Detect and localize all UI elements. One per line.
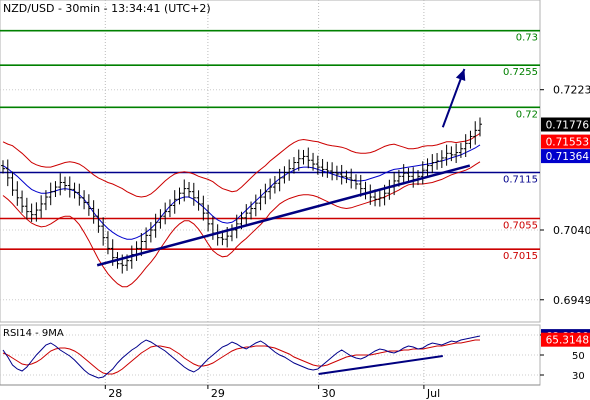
trend-line: [96, 164, 471, 267]
price-panel-frame: [0, 0, 541, 323]
pivot-level-label: 0.7115: [503, 175, 538, 186]
resistance-level-label: 0.72: [516, 109, 538, 120]
time-axis-label: Jul: [426, 387, 440, 400]
bollinger-upper-line: [2, 132, 481, 198]
support-level-label: 0.7015: [503, 251, 538, 262]
time-axis-label: 28: [108, 387, 122, 400]
rsi-ma-value-tag-text: 65.3148: [546, 335, 589, 347]
time-axis-label: 30: [322, 387, 336, 400]
rsi-grid: [0, 325, 540, 385]
moving-average-tag-box: [541, 149, 590, 164]
last-price-tag-box: [541, 117, 590, 132]
price-overlay: [96, 68, 471, 267]
bollinger-upper-tag-text: 0.71553: [546, 137, 589, 149]
rsi-lines: [2, 335, 481, 379]
price-y-tick-label: 0.6949: [553, 294, 590, 307]
resistance-level-label: 0.73: [516, 33, 538, 44]
moving-average-tag-text: 0.71364: [546, 151, 590, 163]
price-grid: [0, 0, 540, 322]
price-y-tick-label: 0.7040: [553, 224, 590, 237]
rsi-trend-line: [318, 355, 443, 375]
last-price-tag-text: 0.71776: [546, 120, 590, 132]
forecast-arrow-head: [455, 69, 466, 82]
price-y-tick-label: 0.7223: [553, 84, 590, 97]
rsi-ma-line: [2, 339, 480, 375]
resistance-level-label: 0.7255: [503, 67, 538, 78]
rsi-y-tick-label: 30: [572, 371, 585, 382]
time-axis: 28 29 30 Jul: [0, 384, 540, 400]
rsi-ma-value-tag-box: [541, 332, 590, 347]
price-tags: 0.71776 0.71553 0.71364: [541, 117, 590, 164]
bollinger-upper-tag-box: [541, 134, 590, 149]
price-y-axis: 0.7223 0.7040 0.6949: [540, 84, 590, 307]
support-level-label: 0.7055: [503, 221, 538, 232]
rsi-tags: 68.899965.3148: [541, 329, 590, 347]
rsi-y-tick-label: 50: [572, 351, 585, 362]
chart-title: NZD/USD - 30min - 13:34:41 (UTC+2): [3, 2, 211, 15]
bollinger-lower-line: [2, 161, 481, 288]
rsi-line: [2, 335, 481, 379]
time-axis-label: 29: [211, 387, 225, 400]
rsi-panel: 705030 68.899965.3148 RSI14 - 9MA: [0, 324, 590, 386]
rsi-title: RSI14 - 9MA: [3, 328, 64, 339]
